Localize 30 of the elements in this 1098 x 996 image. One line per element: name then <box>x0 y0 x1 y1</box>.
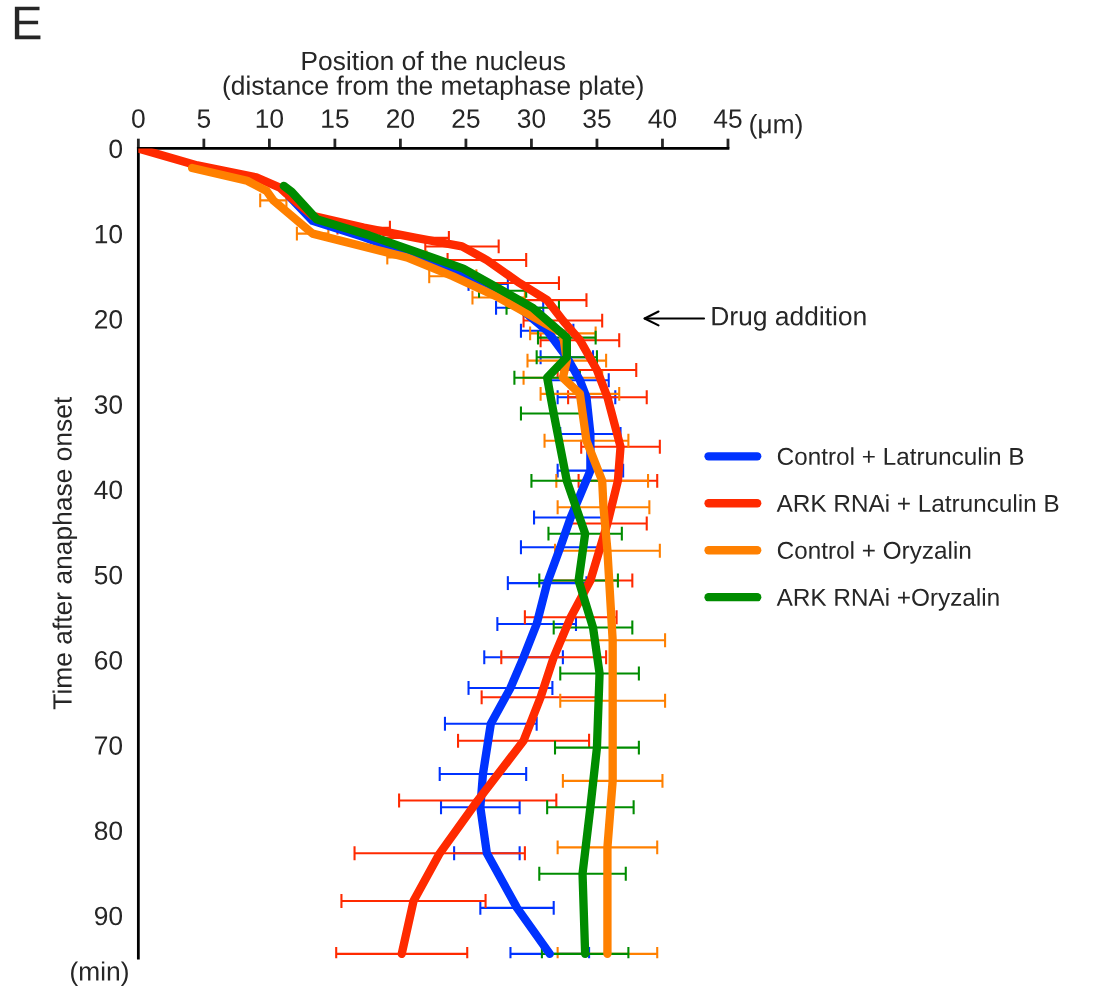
y-tick-label: 80 <box>94 821 123 841</box>
x-tick-label: 45 <box>713 109 742 128</box>
x-tick-label: 15 <box>322 109 349 128</box>
y-tick-label: 50 <box>94 565 123 585</box>
legend-label: Control + Oryzalin <box>777 541 971 564</box>
y-tick-label: 40 <box>94 480 123 500</box>
x-tick-label: 0 <box>132 109 145 128</box>
x-tick-label: 10 <box>256 109 284 128</box>
y-tick-label: 70 <box>95 736 123 755</box>
legend-label: ARK RNAi +Oryzalin <box>776 588 999 611</box>
x-tick-label: 35 <box>583 109 611 128</box>
x-tick-label: 40 <box>648 109 677 128</box>
legend-label: Control + Latrunculin B <box>777 447 1024 466</box>
y-tick-label: 20 <box>95 310 123 329</box>
x-tick-label: 20 <box>387 109 415 128</box>
y-axis-title: Time after anaphase onset <box>52 396 78 710</box>
text: (μm) <box>750 114 802 139</box>
x-tick-label: 25 <box>452 109 480 128</box>
y-tick-label: 90 <box>94 906 123 926</box>
y-tick-label: 10 <box>95 224 123 244</box>
text: (min) <box>71 961 128 986</box>
x-tick-label: 30 <box>517 109 546 128</box>
text: E <box>14 6 41 40</box>
y-tick-label: 0 <box>109 139 123 159</box>
x-tick-label: 5 <box>197 109 211 128</box>
y-tick-label: 60 <box>95 650 123 670</box>
x-axis-title: Position of the nucleus (distance from the metaphase plate) <box>223 50 643 101</box>
annotation: Drug addition <box>712 306 866 331</box>
legend-label: ARK RNAi + Latrunculin B <box>776 494 1059 513</box>
y-tick-label: 30 <box>94 395 123 414</box>
